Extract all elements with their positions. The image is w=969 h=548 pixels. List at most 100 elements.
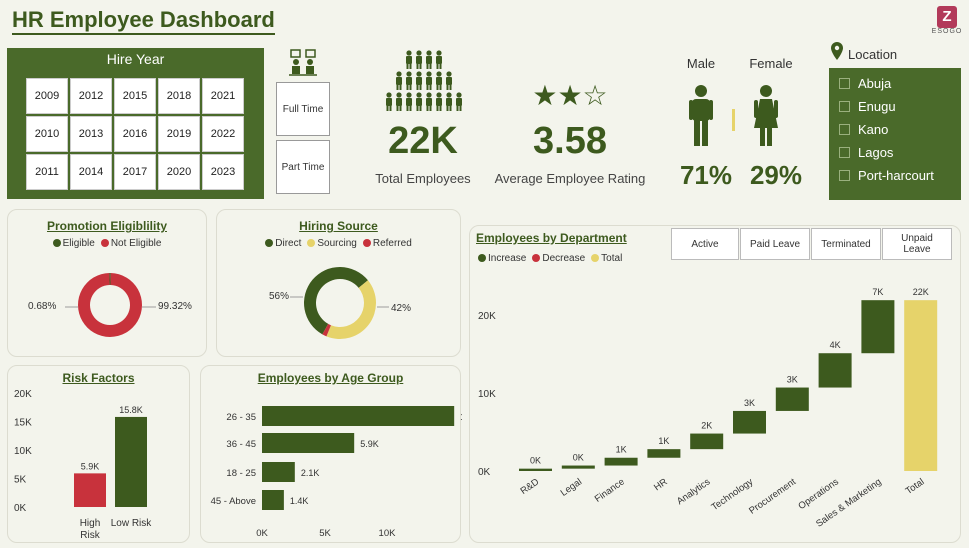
legend-item: Referred	[363, 238, 412, 249]
x-category-label: Risk	[80, 530, 100, 541]
bar-value-label: 3K	[787, 375, 798, 385]
legend-item: Not Eligible	[101, 238, 162, 249]
bar-value-label: 2K	[701, 421, 712, 431]
eligible-pct-label: 0.68%	[28, 301, 56, 312]
y-tick-label: 15K	[14, 418, 32, 429]
year-button[interactable]: 2017	[114, 154, 156, 190]
bar-value-label: 12.3K	[460, 412, 462, 422]
year-button[interactable]: 2023	[202, 154, 244, 190]
year-button[interactable]: 2021	[202, 78, 244, 114]
bar-value-label: 5.9K	[81, 461, 100, 471]
location-title: Location	[848, 47, 897, 62]
x-category-label: Finance	[593, 476, 627, 504]
bar-value-label: 0K	[530, 456, 541, 466]
not-eligible-pct-label: 99.32%	[158, 301, 192, 312]
direct-pct-label: 56%	[269, 291, 289, 302]
x-category-label: Procurement	[747, 476, 798, 516]
y-tick-label: 10K	[14, 446, 32, 457]
location-option[interactable]: Enugu	[829, 95, 961, 118]
year-button[interactable]: 2013	[70, 116, 112, 152]
y-category-label: 26 - 35	[226, 412, 256, 423]
bar-value-label: 7K	[872, 287, 883, 297]
checkbox[interactable]	[839, 147, 850, 158]
y-tick-label: 0K	[478, 467, 491, 478]
year-button[interactable]: 2020	[158, 154, 200, 190]
total-employees-value: 22K	[363, 120, 483, 163]
year-button[interactable]: 2014	[70, 154, 112, 190]
age-bar	[262, 433, 354, 453]
department-bar	[605, 458, 638, 466]
legend-label: Referred	[373, 238, 412, 249]
year-button[interactable]: 2019	[158, 116, 200, 152]
hire-year-grid: 2009 2012 2015 2018 2021 2010 2013 2016 …	[26, 78, 244, 190]
company-logo: Z ESOGO	[930, 6, 964, 35]
bar-value-label: 5.9K	[360, 439, 379, 449]
location-option[interactable]: Lagos	[829, 141, 961, 164]
location-option[interactable]: Port-harcourt	[829, 164, 961, 187]
avg-rating-value: 3.58	[510, 120, 630, 163]
department-bar	[690, 434, 723, 450]
age-bar	[262, 462, 295, 482]
male-percent: 71%	[676, 160, 736, 191]
promotion-title: Promotion Eligiblility	[8, 219, 206, 233]
location-option[interactable]: Kano	[829, 118, 961, 141]
year-button[interactable]: 2016	[114, 116, 156, 152]
department-panel: Employees by Department Increase Decreas…	[469, 225, 961, 543]
year-button[interactable]: 2009	[26, 78, 68, 114]
hire-year-title: Hire Year	[7, 48, 264, 70]
bar-value-label: 1K	[658, 436, 669, 446]
risk-bar	[115, 417, 147, 507]
x-category-label: Total	[904, 476, 927, 497]
location-option[interactable]: Abuja	[829, 72, 961, 95]
department-bar	[647, 449, 680, 458]
checkbox[interactable]	[839, 78, 850, 89]
department-bar	[562, 466, 595, 469]
x-category-label: High	[80, 518, 101, 529]
x-tick-label: 0K	[256, 528, 268, 539]
sourcing-pct-label: 42%	[391, 303, 411, 314]
department-chart: 20K 10K 0K 0K R&D 0K Legal 1K Finance 1K HR 2K Analy…	[470, 226, 962, 544]
year-button[interactable]: 2010	[26, 116, 68, 152]
year-button[interactable]: 2011	[26, 154, 68, 190]
department-bar	[519, 469, 552, 471]
checkbox[interactable]	[839, 124, 850, 135]
year-button[interactable]: 2022	[202, 116, 244, 152]
department-bar	[819, 353, 852, 387]
risk-bar	[74, 473, 106, 507]
x-category-label: HR	[652, 476, 670, 493]
sourcing-slice	[326, 274, 382, 347]
checkbox[interactable]	[839, 101, 850, 112]
male-label: Male	[678, 56, 724, 71]
year-button[interactable]: 2018	[158, 78, 200, 114]
full-time-button[interactable]: Full Time	[276, 82, 330, 136]
age-bar	[262, 406, 454, 426]
y-tick-label: 0K	[14, 503, 27, 514]
bar-value-label: 22K	[913, 287, 929, 297]
promotion-panel: Promotion Eligiblility Eligible Not Elig…	[7, 209, 207, 357]
x-category-label: Analytics	[675, 476, 713, 507]
y-tick-label: 10K	[478, 389, 496, 400]
checkbox[interactable]	[839, 170, 850, 181]
logo-mark: Z	[937, 6, 957, 28]
bar-value-label: 2.1K	[301, 468, 320, 478]
legend-item: Direct	[265, 238, 301, 249]
year-button[interactable]: 2015	[114, 78, 156, 114]
legend-label: Sourcing	[317, 238, 356, 249]
x-tick-label: 5K	[319, 528, 331, 539]
legend-label: Not Eligible	[111, 238, 162, 249]
total-employees-label: Total Employees	[363, 171, 483, 186]
part-time-button[interactable]: Part Time	[276, 140, 330, 194]
promotion-legend: Eligible Not Eligible	[8, 238, 206, 249]
x-category-label: Legal	[559, 476, 584, 498]
location-name: Lagos	[858, 145, 893, 160]
total-bar	[904, 300, 937, 471]
hire-year-slicer: Hire Year 2009 2012 2015 2018 2021 2010 …	[7, 48, 264, 199]
bar-value-label: 4K	[830, 340, 841, 350]
year-button[interactable]: 2012	[70, 78, 112, 114]
legend-label: Eligible	[63, 238, 95, 249]
hiring-source-legend: Direct Sourcing Referred	[217, 238, 460, 249]
gender-divider	[732, 109, 735, 131]
y-category-label: 36 - 45	[226, 439, 256, 450]
y-tick-label: 20K	[478, 311, 496, 322]
